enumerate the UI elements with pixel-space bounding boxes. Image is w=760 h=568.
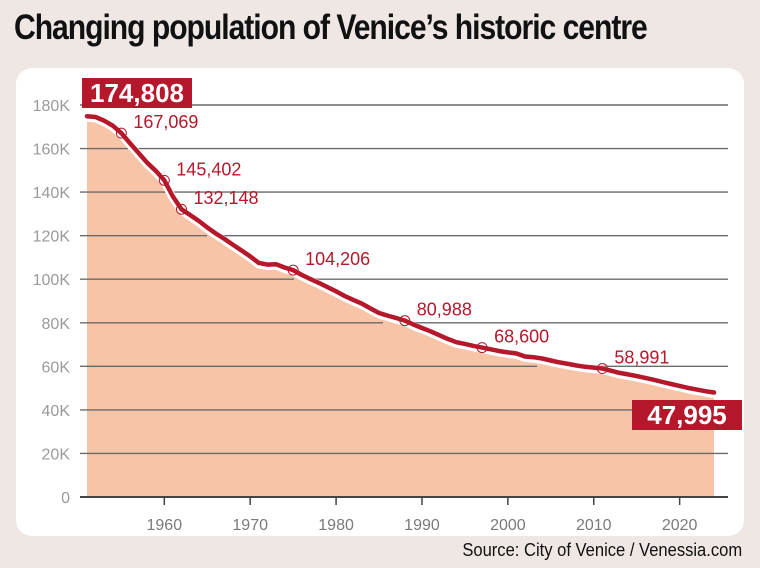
- chart-title: Changing population of Venice’s historic…: [14, 8, 648, 47]
- y-tick-label: 120K: [33, 229, 71, 246]
- area-fill: [87, 116, 714, 498]
- y-tick-label: 40K: [42, 403, 71, 420]
- data-label: 68,600: [494, 327, 549, 347]
- x-tick-label: 1980: [318, 517, 354, 534]
- data-label: 80,988: [417, 300, 472, 320]
- y-tick-label: 140K: [33, 185, 71, 202]
- y-tick-label: 20K: [42, 446, 71, 463]
- x-tick-label: 2020: [662, 517, 698, 534]
- y-tick-label: 100K: [33, 272, 71, 289]
- highlight-label-box: [82, 78, 192, 108]
- x-tick-label: 1960: [147, 517, 183, 534]
- highlight-label-box: [632, 400, 742, 430]
- x-tick-label: 1970: [232, 517, 268, 534]
- annotations: 174,808 167,069 145,402 132,148 104,206 80,98…: [82, 78, 742, 430]
- data-label: 58,991: [614, 348, 669, 368]
- data-point-marker: [115, 127, 127, 139]
- data-label: 167,069: [133, 112, 198, 132]
- data-point-marker: [158, 174, 170, 186]
- x-tick-label: 2000: [490, 517, 526, 534]
- data-label: 145,402: [176, 159, 241, 179]
- data-point-marker: [476, 342, 488, 354]
- area-layer: [87, 116, 714, 498]
- y-tick-label: 180K: [33, 98, 71, 115]
- data-point-marker: [287, 264, 299, 276]
- gridlines-over-area: [87, 147, 714, 455]
- source-note: Source: City of Venice / Venessia.com: [462, 540, 742, 560]
- y-tick-label: 80K: [42, 316, 71, 333]
- data-point-marker: [596, 363, 608, 375]
- data-point-marker: [399, 315, 411, 327]
- x-tick-label: 2010: [576, 517, 612, 534]
- y-tick-label: 160K: [33, 142, 71, 159]
- x-tick-label: 1990: [404, 517, 440, 534]
- population-line: [84, 114, 717, 395]
- line-layer: [83, 113, 718, 398]
- end-value-label: 47,995: [647, 400, 727, 430]
- data-point-marker: [175, 203, 187, 215]
- axes: 0 20K 40K 60K 80K 100K 120K 140K 160K 180K 1960 197…: [33, 98, 728, 534]
- data-label: 132,148: [193, 188, 258, 208]
- start-value-label: 174,808: [90, 78, 184, 108]
- y-tick-label: 0: [61, 490, 70, 507]
- data-label: 104,206: [305, 249, 370, 269]
- y-tick-label: 60K: [42, 359, 71, 376]
